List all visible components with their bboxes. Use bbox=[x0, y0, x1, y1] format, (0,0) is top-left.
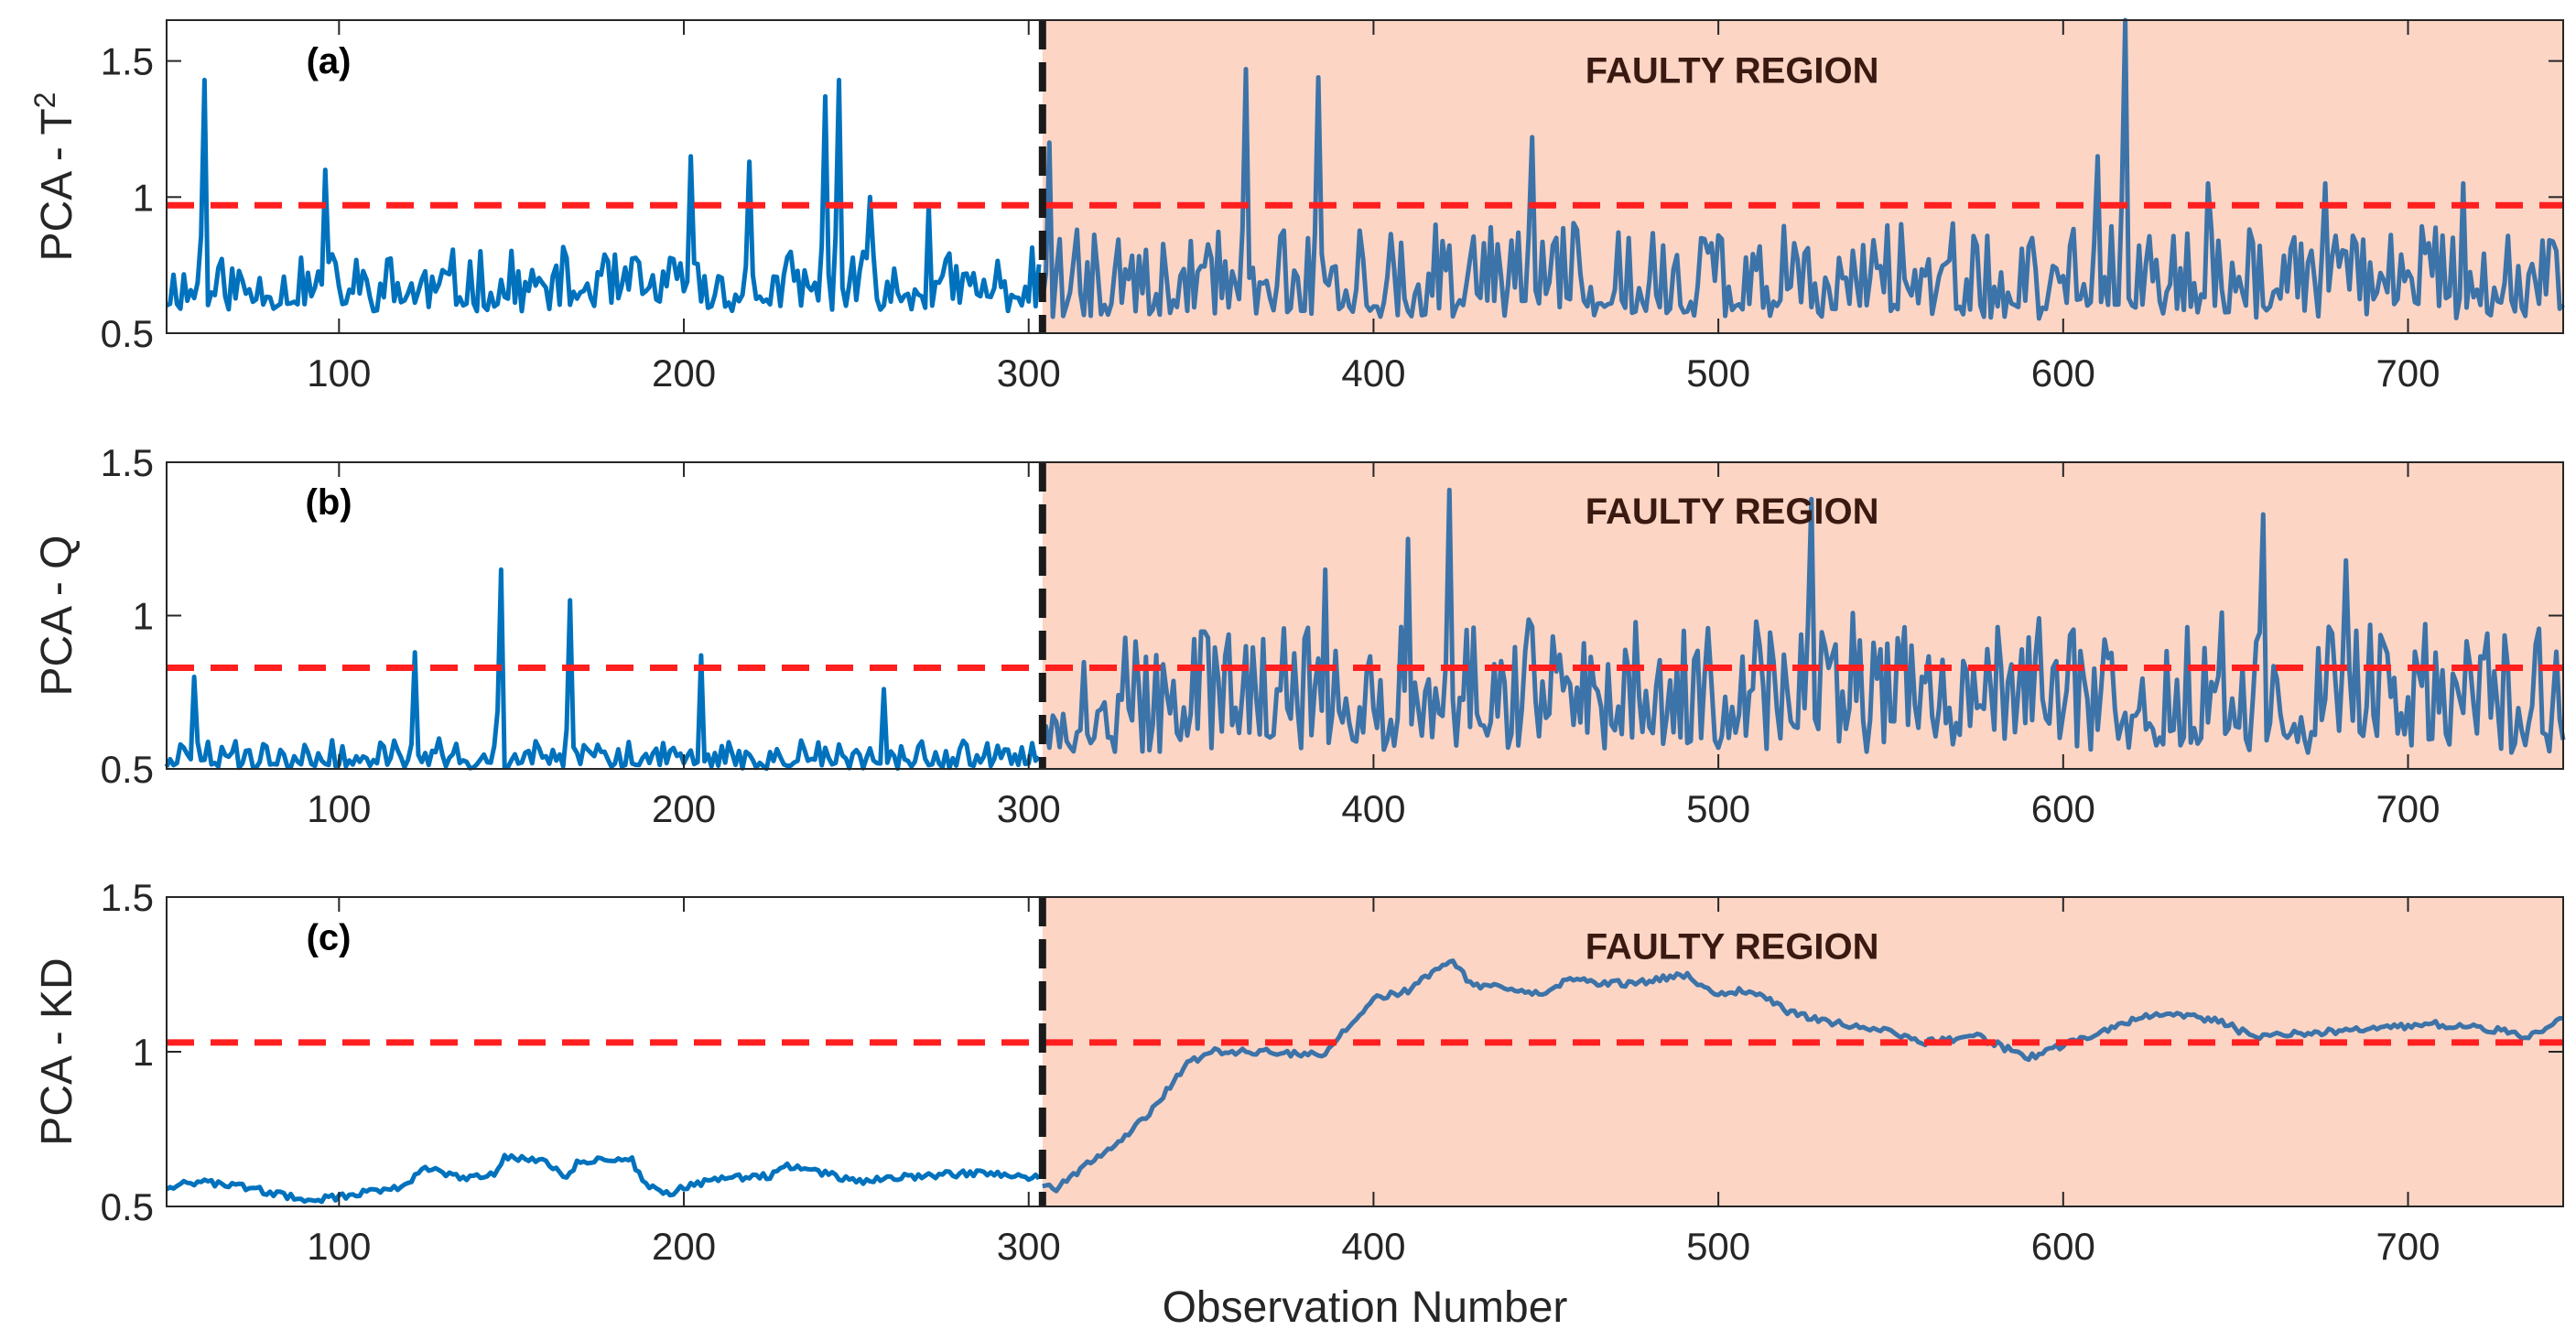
series-line-faulty bbox=[1040, 487, 2566, 755]
series-line-faulty bbox=[1042, 958, 2564, 1194]
faulty-region-label: FAULTY REGION bbox=[1586, 492, 1879, 532]
panel-a: 0.5 1 1.5 100 200 300 400 500 600 700 PCA - T2 (a) F… bbox=[28, 17, 2565, 395]
x-tick-label: 400 bbox=[1341, 1225, 1405, 1268]
y-axis-label-main: PCA - T bbox=[33, 108, 81, 261]
series-line-faulty bbox=[1040, 17, 2565, 321]
panel-c: 0.5 1 1.5 100 200 300 400 500 600 700 PCA - KD (c) F… bbox=[33, 876, 2564, 1332]
x-tick-label: 700 bbox=[2376, 351, 2440, 395]
y-axis-label-main: PCA - Q bbox=[33, 535, 81, 696]
x-axis-label: Observation Number bbox=[1163, 1283, 1568, 1332]
x-tick-label: 500 bbox=[1686, 351, 1750, 395]
series-line-normal bbox=[164, 567, 1041, 772]
y-tick-label: 1 bbox=[133, 1031, 154, 1074]
panel-label: (c) bbox=[307, 917, 352, 957]
x-tick-label: 300 bbox=[997, 351, 1061, 395]
faulty-region-label: FAULTY REGION bbox=[1586, 927, 1879, 968]
y-axis-label-main: PCA - KD bbox=[33, 957, 81, 1145]
y-tick-label: 1 bbox=[133, 176, 154, 219]
x-tick-label: 700 bbox=[2376, 787, 2440, 830]
x-tick-label: 600 bbox=[2031, 787, 2095, 830]
y-axis-label: PCA - Q bbox=[33, 535, 81, 696]
faulty-region-shade bbox=[1042, 462, 2563, 769]
faulty-region-label: FAULTY REGION bbox=[1586, 50, 1879, 91]
y-tick-label: 1.5 bbox=[101, 40, 154, 83]
x-tick-label: 100 bbox=[307, 351, 371, 395]
y-tick-label: 1.5 bbox=[101, 441, 154, 484]
y-tick-label: 1.5 bbox=[101, 876, 154, 919]
series-line-normal bbox=[165, 77, 1042, 314]
x-tick-label: 400 bbox=[1341, 787, 1405, 830]
x-tick-label: 600 bbox=[2031, 351, 2095, 395]
y-tick-label: 0.5 bbox=[101, 1185, 154, 1228]
series-line-normal bbox=[165, 1152, 1041, 1205]
panel-label: (b) bbox=[306, 482, 352, 523]
x-tick-label: 100 bbox=[307, 787, 371, 830]
y-axis-label-superscript: 2 bbox=[28, 92, 61, 109]
panel-label: (a) bbox=[307, 41, 352, 81]
axes-frame bbox=[166, 19, 2564, 334]
x-tick-label: 200 bbox=[652, 787, 716, 830]
panel-b: 0.5 1 1.5 100 200 300 400 500 600 700 PCA - Q (b) FA… bbox=[33, 441, 2566, 830]
x-tick-label: 500 bbox=[1686, 1225, 1750, 1268]
x-tick-label: 300 bbox=[997, 787, 1061, 830]
x-tick-label: 500 bbox=[1686, 787, 1750, 830]
y-tick-label: 1 bbox=[133, 595, 154, 638]
y-axis-label: PCA - KD bbox=[33, 957, 81, 1145]
x-tick-label: 100 bbox=[307, 1225, 371, 1268]
x-tick-label: 400 bbox=[1341, 351, 1405, 395]
y-tick-label: 0.5 bbox=[101, 748, 154, 791]
y-tick-label: 0.5 bbox=[101, 312, 154, 355]
x-tick-label: 200 bbox=[652, 351, 716, 395]
x-tick-label: 600 bbox=[2031, 1225, 2095, 1268]
x-tick-label: 200 bbox=[652, 1225, 716, 1268]
x-tick-label: 300 bbox=[997, 1225, 1061, 1268]
y-axis-label: PCA - T2 bbox=[28, 92, 81, 262]
x-tick-label: 700 bbox=[2376, 1225, 2440, 1268]
